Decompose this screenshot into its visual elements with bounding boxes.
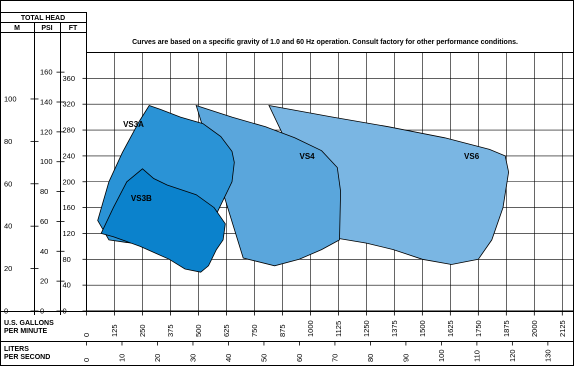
ft-tick-label: 240 (63, 151, 76, 160)
ft-tick-label: 40 (63, 281, 71, 290)
ft-axis-ticks: 04080120160200240280320360 (63, 74, 87, 316)
lps-tick-label: 110 (472, 350, 481, 362)
ft-tick-label: 320 (63, 100, 76, 109)
gpm-tick-label: 1625 (446, 320, 455, 337)
region-label-vs6: VS6 (464, 152, 480, 161)
gpm-tick-label: 1375 (390, 320, 399, 337)
lps-unit-label-1: LITERS (4, 346, 29, 353)
gpm-tick-label: 750 (250, 324, 259, 337)
m-tick-label: 100 (4, 94, 17, 103)
lps-tick-label: 130 (543, 349, 552, 362)
m-tick-label: 20 (4, 264, 12, 273)
lps-tick-label: 60 (295, 354, 304, 362)
lps-tick-label: 0 (82, 358, 91, 362)
psi-tick-label: 60 (40, 217, 48, 226)
psi-unit-label: PSI (41, 25, 52, 32)
lps-tick-label: 80 (366, 354, 375, 362)
gpm-tick-label: 1250 (362, 320, 371, 337)
ft-tick-label: 280 (63, 126, 76, 135)
gpm-tick-label: 1750 (474, 320, 483, 337)
m-tick-label: 40 (4, 222, 12, 231)
gpm-tick-label: 250 (138, 324, 147, 337)
psi-tick-label: 160 (40, 68, 53, 77)
region-vs4 (195, 104, 342, 267)
gpm-tick-label: 125 (110, 324, 119, 337)
ft-tick-label: 200 (63, 177, 76, 186)
ft-tick-label: 80 (63, 255, 71, 264)
lps-tick-label: 40 (224, 354, 233, 362)
gpm-tick-label: 500 (194, 324, 203, 337)
total-head-label: TOTAL HEAD (21, 15, 65, 22)
gpm-tick-label: 1500 (418, 320, 427, 337)
gpm-tick-label: 375 (166, 324, 175, 337)
axis-header: TOTAL HEAD M PSI FT (0, 12, 87, 33)
ft-tick-label: 120 (63, 229, 76, 238)
psi-tick-label: 40 (40, 247, 48, 256)
performance-regions: VS6 VS4 VS3A VS3B (97, 104, 510, 273)
lps-tick-label: 30 (188, 354, 197, 362)
gpm-tick-label: 625 (222, 324, 231, 337)
plot-grid (86, 52, 574, 311)
psi-tick-label: 100 (40, 157, 53, 166)
region-label-vs3b: VS3B (131, 194, 152, 203)
gpm-tick-label: 2125 (558, 320, 567, 337)
lps-tick-label: 100 (437, 349, 446, 362)
region-vs3b (100, 168, 226, 273)
gpm-tick-label: 875 (278, 324, 287, 337)
chart-note: Curves are based on a specific gravity o… (132, 39, 518, 46)
psi-tick-label: 120 (40, 127, 53, 136)
m-tick-label: 60 (4, 179, 12, 188)
ft-tick-label: 360 (63, 74, 76, 83)
lps-tick-label: 70 (330, 354, 339, 362)
region-label-vs3a: VS3A (123, 120, 144, 129)
gpm-tick-label: 1125 (334, 321, 343, 337)
gpm-axis-ticks: 0 125 250 375 500 625 750 875 1000 1125 1250 1375 15… (82, 311, 567, 337)
gpm-tick-label: 1875 (502, 320, 511, 337)
ft-tick-label: 160 (63, 203, 76, 212)
psi-tick-label: 80 (40, 187, 48, 196)
m-unit-label: M (14, 25, 20, 32)
gpm-tick-label: 1000 (306, 320, 315, 337)
lps-tick-label: 120 (508, 349, 517, 362)
lps-tick-label: 50 (259, 354, 268, 362)
region-label-vs4: VS4 (299, 152, 315, 161)
gpm-tick-label: 2000 (530, 320, 539, 337)
lps-unit-label-2: PER SECOND (4, 354, 50, 361)
m-tick-label: 80 (4, 137, 12, 146)
lps-tick-label: 10 (117, 354, 126, 362)
gpm-tick-label: 0 (82, 333, 91, 337)
psi-tick-label: 140 (40, 98, 53, 107)
lps-axis-ticks: 0 10 20 30 40 50 60 70 80 90 100 110 120 130 (82, 341, 552, 362)
lps-tick-label: 20 (153, 354, 162, 362)
gpm-unit-label-2: PER MINUTE (4, 328, 48, 335)
lps-tick-label: 90 (401, 354, 410, 362)
gpm-unit-label-1: U.S. GALLONS (4, 320, 54, 327)
ft-unit-label: FT (69, 25, 78, 32)
psi-tick-label: 20 (40, 277, 48, 286)
